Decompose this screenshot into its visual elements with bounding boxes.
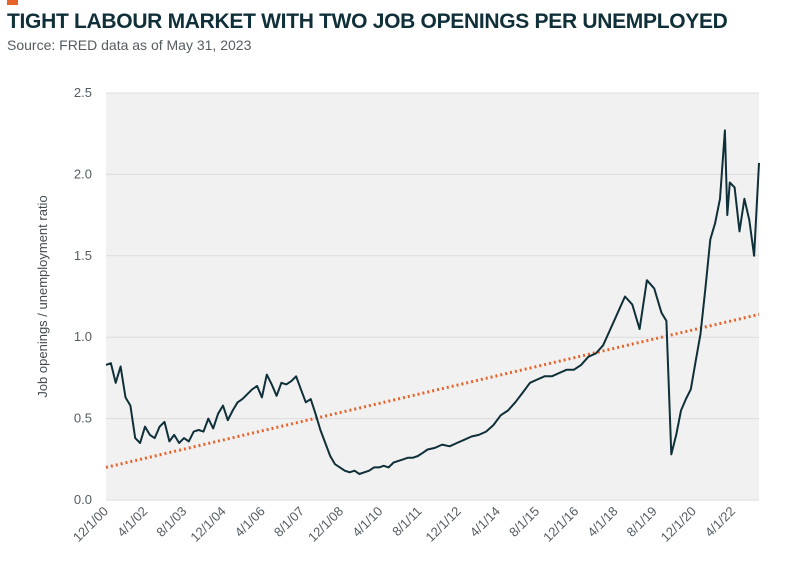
plot-area [106,93,759,500]
x-tick-label: 4/1/22 [702,504,738,540]
x-tick-label: 4/1/02 [114,504,150,540]
gridlines [106,92,759,501]
x-tick-label: 4/1/14 [467,504,503,540]
x-tick-label: 12/1/20 [658,504,699,545]
y-tick-label: 2.0 [74,166,92,181]
chart-subtitle: Source: FRED data as of May 31, 2023 [7,37,252,53]
y-tick-label: 2.5 [74,85,92,100]
x-tick-label: 8/1/19 [624,504,660,540]
y-axis-label: Job openings / unemployment ratio [35,195,50,397]
x-tick-label: 12/1/00 [70,504,111,545]
x-tick-label: 8/1/07 [271,504,307,540]
x-tick-label: 12/1/08 [305,504,346,545]
chart-title: TIGHT LABOUR MARKET WITH TWO JOB OPENING… [7,10,728,33]
x-tick-label: 12/1/04 [187,504,228,545]
x-tick-label: 8/1/15 [506,504,542,540]
y-tick-label: 0.0 [74,492,92,507]
accent-bar [7,0,18,5]
x-tick-label: 4/1/18 [584,504,620,540]
y-axis: 0.0 0.5 1.0 1.5 2.0 2.5 [74,85,92,507]
y-tick-label: 0.5 [74,411,92,426]
trend-line [105,312,760,469]
x-tick-label: 12/1/12 [423,504,464,545]
x-tick-label: 12/1/16 [540,504,581,545]
x-tick-label: 4/1/10 [349,504,385,540]
ratio-series-line [105,129,760,475]
x-tick-label: 4/1/06 [232,504,268,540]
x-tick-label: 8/1/03 [153,504,189,540]
y-tick-label: 1.5 [74,248,92,263]
y-tick-label: 1.0 [74,329,92,344]
x-tick-label: 8/1/11 [389,504,424,539]
